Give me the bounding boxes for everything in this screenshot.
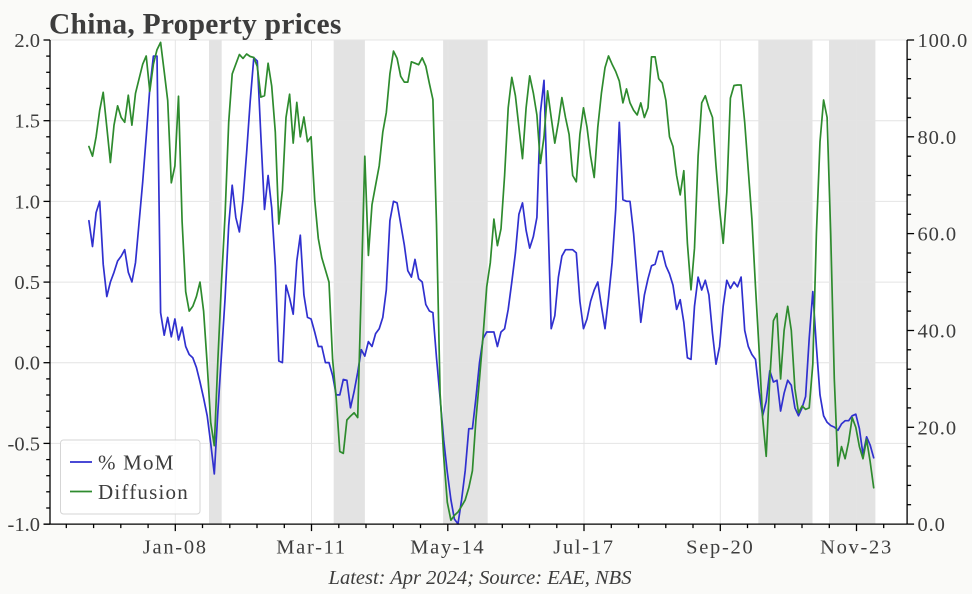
svg-text:% MoM: % MoM xyxy=(98,451,175,475)
svg-text:China, Property prices: China, Property prices xyxy=(49,9,342,41)
svg-text:Diffusion: Diffusion xyxy=(98,480,189,504)
svg-text:Jan-08: Jan-08 xyxy=(143,537,208,559)
svg-text:-0.5: -0.5 xyxy=(8,433,40,455)
svg-text:Latest: Apr 2024; Source: EAE,: Latest: Apr 2024; Source: EAE, NBS xyxy=(328,567,632,589)
svg-text:Jul-17: Jul-17 xyxy=(553,537,614,559)
svg-text:May-14: May-14 xyxy=(410,537,485,559)
svg-text:60.0: 60.0 xyxy=(918,224,957,246)
svg-text:100.0: 100.0 xyxy=(918,30,969,52)
svg-text:1.5: 1.5 xyxy=(14,111,40,133)
svg-text:20.0: 20.0 xyxy=(918,417,957,439)
svg-text:-1.0: -1.0 xyxy=(8,514,40,536)
svg-text:80.0: 80.0 xyxy=(918,127,957,149)
svg-text:Mar-11: Mar-11 xyxy=(276,537,347,559)
svg-text:Sep-20: Sep-20 xyxy=(686,537,754,559)
svg-text:40.0: 40.0 xyxy=(918,321,957,343)
svg-text:Nov-23: Nov-23 xyxy=(820,537,893,559)
svg-text:0.0: 0.0 xyxy=(14,353,40,375)
svg-text:0.0: 0.0 xyxy=(918,514,946,536)
svg-text:0.5: 0.5 xyxy=(14,272,40,294)
svg-text:2.0: 2.0 xyxy=(14,30,40,52)
svg-text:1.0: 1.0 xyxy=(14,191,40,213)
